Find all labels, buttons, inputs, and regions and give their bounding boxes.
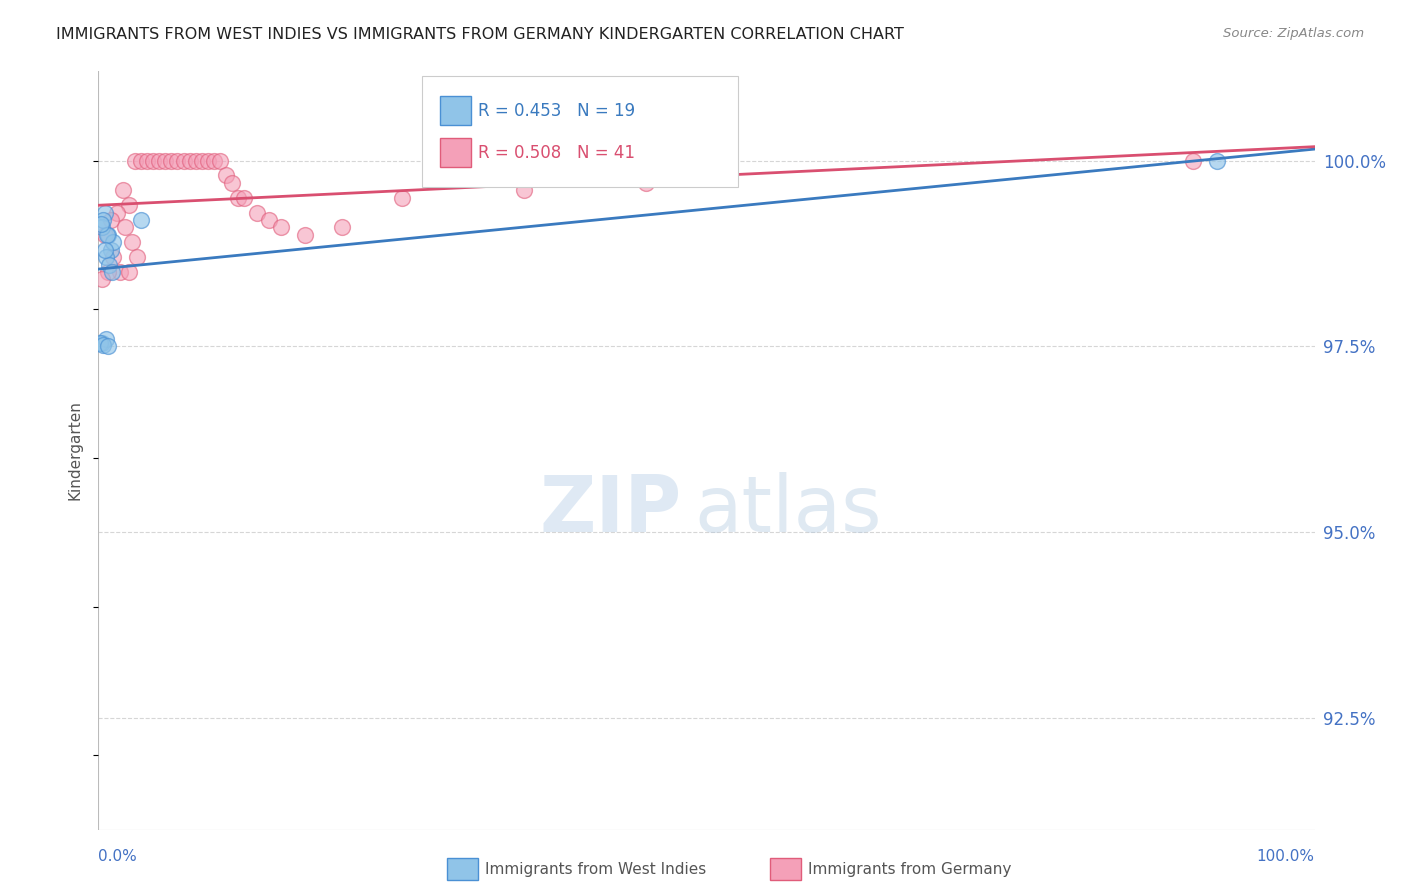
Point — [100, 243, 122, 257]
Point — [101, 265, 124, 279]
Point — [89, 335, 111, 350]
Point — [160, 153, 183, 168]
Point — [233, 191, 256, 205]
Point — [94, 332, 117, 346]
Point — [330, 220, 353, 235]
Point — [245, 205, 267, 219]
Point — [105, 205, 128, 219]
Point — [93, 243, 115, 257]
Point — [111, 183, 134, 197]
Point — [94, 250, 117, 264]
Point — [179, 153, 201, 168]
Point — [148, 153, 170, 168]
Point — [634, 176, 657, 190]
Point — [197, 153, 219, 168]
Point — [91, 335, 114, 350]
Point — [257, 213, 280, 227]
Point — [90, 217, 112, 231]
Point — [155, 153, 177, 168]
Point — [97, 265, 120, 279]
Point — [129, 153, 152, 168]
Point — [124, 153, 146, 168]
Point — [1182, 153, 1205, 168]
Point — [1206, 153, 1229, 168]
Text: atlas: atlas — [695, 472, 882, 548]
Point — [110, 265, 132, 279]
Point — [209, 153, 232, 168]
Point — [184, 153, 207, 168]
Point — [91, 338, 114, 352]
Point — [166, 153, 188, 168]
Point — [93, 227, 115, 242]
Point — [91, 213, 114, 227]
Point — [96, 227, 118, 242]
Point — [97, 339, 120, 353]
Text: 0.0%: 0.0% — [98, 849, 138, 863]
Text: ZIP: ZIP — [540, 472, 682, 548]
Point — [121, 235, 143, 250]
Text: R = 0.453   N = 19: R = 0.453 N = 19 — [478, 102, 636, 120]
Point — [114, 220, 136, 235]
Point — [513, 183, 536, 197]
Point — [270, 220, 292, 235]
Text: R = 0.508   N = 41: R = 0.508 N = 41 — [478, 144, 636, 161]
Text: Source: ZipAtlas.com: Source: ZipAtlas.com — [1223, 27, 1364, 40]
Point — [127, 250, 149, 264]
Point — [221, 176, 243, 190]
Point — [91, 220, 114, 235]
Point — [118, 198, 141, 212]
Y-axis label: Kindergarten: Kindergarten — [67, 401, 83, 500]
Point — [191, 153, 214, 168]
Point — [202, 153, 225, 168]
Point — [98, 258, 121, 272]
Point — [118, 265, 141, 279]
Point — [391, 191, 413, 205]
Point — [136, 153, 159, 168]
Point — [226, 191, 249, 205]
Point — [100, 213, 122, 227]
Point — [215, 169, 238, 183]
Point — [142, 153, 165, 168]
Text: IMMIGRANTS FROM WEST INDIES VS IMMIGRANTS FROM GERMANY KINDERGARTEN CORRELATION : IMMIGRANTS FROM WEST INDIES VS IMMIGRANT… — [56, 27, 904, 42]
Point — [91, 272, 114, 286]
Point — [93, 205, 115, 219]
Point — [173, 153, 195, 168]
Point — [129, 213, 152, 227]
Text: 100.0%: 100.0% — [1257, 849, 1315, 863]
Point — [97, 227, 120, 242]
Text: Immigrants from West Indies: Immigrants from West Indies — [485, 863, 706, 877]
Text: Immigrants from Germany: Immigrants from Germany — [808, 863, 1012, 877]
Point — [101, 235, 124, 250]
Point — [101, 250, 124, 264]
Point — [294, 227, 316, 242]
